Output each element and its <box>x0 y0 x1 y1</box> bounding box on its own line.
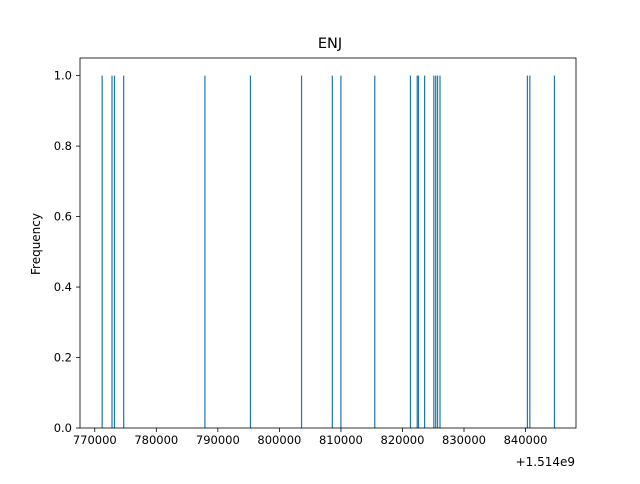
y-tick-label: 0.6 <box>54 210 72 224</box>
x-tick-label: 790000 <box>196 433 240 447</box>
histogram-bar <box>204 75 206 429</box>
histogram-bar <box>439 75 441 429</box>
chart-title: ENJ <box>318 36 342 52</box>
x-axis-offset-label: +1.514e9 <box>516 455 575 469</box>
histogram-bar <box>526 75 528 429</box>
histogram-bar <box>424 75 426 429</box>
x-tick-label: 770000 <box>73 433 117 447</box>
x-tick-label: 820000 <box>381 433 425 447</box>
x-tick-label: 800000 <box>257 433 301 447</box>
x-tick-label: 780000 <box>134 433 178 447</box>
histogram-bar <box>529 75 531 429</box>
histogram-bar <box>553 75 556 429</box>
bars-group <box>101 75 556 429</box>
histogram-bar <box>331 75 333 429</box>
histogram-bar <box>340 75 342 429</box>
x-axis: 770000 780000 790000 800000 810000 820000 8300… <box>73 428 548 447</box>
y-axis: 0.0 0.2 0.4 0.6 0.8 1.0 <box>54 69 80 435</box>
histogram-bar <box>374 75 376 429</box>
histogram-bar <box>113 75 116 429</box>
y-tick-label: 1.0 <box>54 69 72 83</box>
y-tick-label: 0.0 <box>54 421 72 435</box>
histogram-bar <box>436 75 439 429</box>
histogram-bar <box>417 75 420 429</box>
plot-frame <box>79 57 577 429</box>
y-tick-label: 0.4 <box>54 280 72 294</box>
y-tick-label: 0.8 <box>54 139 72 153</box>
histogram-bar <box>249 75 252 429</box>
x-tick-label: 840000 <box>504 433 548 447</box>
histogram-bar <box>409 75 412 429</box>
y-tick-label: 0.2 <box>54 351 72 365</box>
histogram-bar <box>435 75 437 429</box>
y-axis-label: Frequency <box>29 213 43 275</box>
histogram-bar <box>416 75 418 429</box>
histogram-bar <box>111 75 113 429</box>
x-tick-label: 810000 <box>319 433 363 447</box>
histogram-bar <box>101 75 103 429</box>
histogram-bar <box>123 75 125 429</box>
histogram-bar <box>433 75 435 429</box>
x-tick-label: 830000 <box>442 433 486 447</box>
histogram-bar <box>300 75 303 429</box>
